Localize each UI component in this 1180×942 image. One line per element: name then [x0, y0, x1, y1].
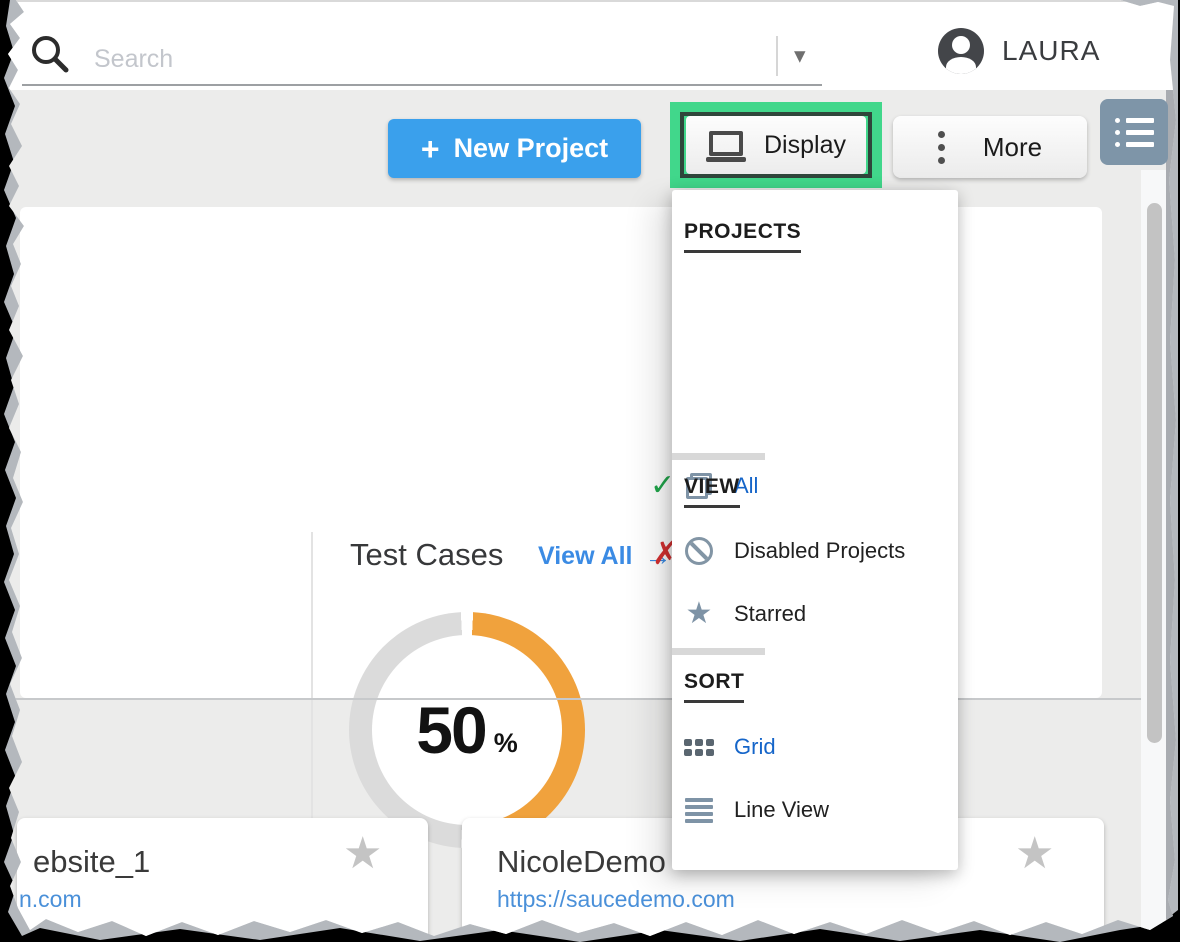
- menu-section-header-projects: PROJECTS: [684, 220, 802, 253]
- laptop-icon: [706, 131, 746, 162]
- list-icon: [1114, 117, 1154, 123]
- menu-divider: [672, 648, 765, 655]
- arrow-right-icon: →: [644, 541, 672, 571]
- project-title: ebsite_1: [33, 844, 151, 879]
- username-label: LAURA: [1002, 35, 1101, 66]
- donut-percent-value: 50: [416, 693, 487, 767]
- menu-item-line-view[interactable]: Line View: [684, 793, 829, 827]
- passed-check-icon: ✓: [650, 469, 676, 502]
- search-divider: [776, 36, 778, 76]
- star-toggle-icon[interactable]: ★: [343, 829, 383, 878]
- display-button[interactable]: Display: [686, 116, 866, 174]
- more-button[interactable]: More: [893, 116, 1087, 178]
- annotation-highlight-box: Display: [670, 102, 882, 188]
- donut-percent-sign: %: [493, 727, 518, 758]
- list-panel-button[interactable]: [1100, 99, 1168, 165]
- donut-center: 50 %: [372, 635, 562, 825]
- display-dropdown-menu: PROJECTS All Disabled Projects ★ Starred…: [672, 190, 958, 936]
- menu-item-starred[interactable]: ★ Starred: [685, 597, 807, 630]
- new-project-button[interactable]: + New Project: [388, 119, 641, 178]
- window-top-line: [8, 0, 1176, 2]
- test-cases-title: Test Cases: [350, 537, 504, 572]
- search-scope-chevron-down-icon[interactable]: ▾: [794, 42, 806, 68]
- scrollbar-thumb[interactable]: [1147, 203, 1162, 743]
- star-toggle-icon[interactable]: ★: [1015, 829, 1055, 878]
- card-bottom-border: [8, 698, 1162, 700]
- more-label: More: [982, 131, 1043, 162]
- disabled-icon: [684, 536, 714, 566]
- menu-section-header-view: VIEW: [684, 475, 740, 508]
- top-bar: ▾ LAURA: [8, 0, 1176, 90]
- account-button[interactable]: LAURA: [938, 28, 1100, 74]
- plus-icon: +: [420, 130, 440, 167]
- card-section-divider: [311, 532, 313, 837]
- menu-item-all[interactable]: All: [684, 469, 758, 503]
- vertical-dots-icon: [937, 130, 945, 164]
- grid-view-icon: [684, 732, 714, 762]
- search-input[interactable]: [92, 40, 716, 78]
- display-label: Display: [764, 130, 846, 159]
- project-url-link[interactable]: https://saucedemo.com: [497, 886, 735, 912]
- view-all-link[interactable]: View All →: [538, 541, 671, 572]
- test-cases-donut-chart: 50 %: [349, 612, 585, 848]
- menu-item-disabled-projects[interactable]: Disabled Projects: [684, 534, 905, 568]
- menu-section-header-sort: SORT: [684, 670, 745, 703]
- search-icon: [28, 32, 72, 81]
- project-card[interactable]: ebsite_1 n.com ★: [17, 818, 428, 936]
- menu-divider: [672, 453, 765, 460]
- projects-all-icon: [684, 471, 714, 501]
- project-url-link[interactable]: n.com: [19, 886, 82, 912]
- window-right-edge: [1166, 0, 1176, 936]
- project-card[interactable]: NicoleDemo https://saucedemo.com ★: [462, 818, 1104, 936]
- star-icon: ★: [685, 597, 713, 630]
- line-view-icon: [684, 795, 714, 825]
- search-underline: [22, 84, 822, 86]
- view-all-label: View All: [538, 542, 633, 570]
- user-avatar-icon: [938, 28, 984, 74]
- menu-item-grid[interactable]: Grid: [684, 730, 776, 764]
- project-title: NicoleDemo: [497, 844, 666, 879]
- new-project-label: New Project: [453, 133, 609, 163]
